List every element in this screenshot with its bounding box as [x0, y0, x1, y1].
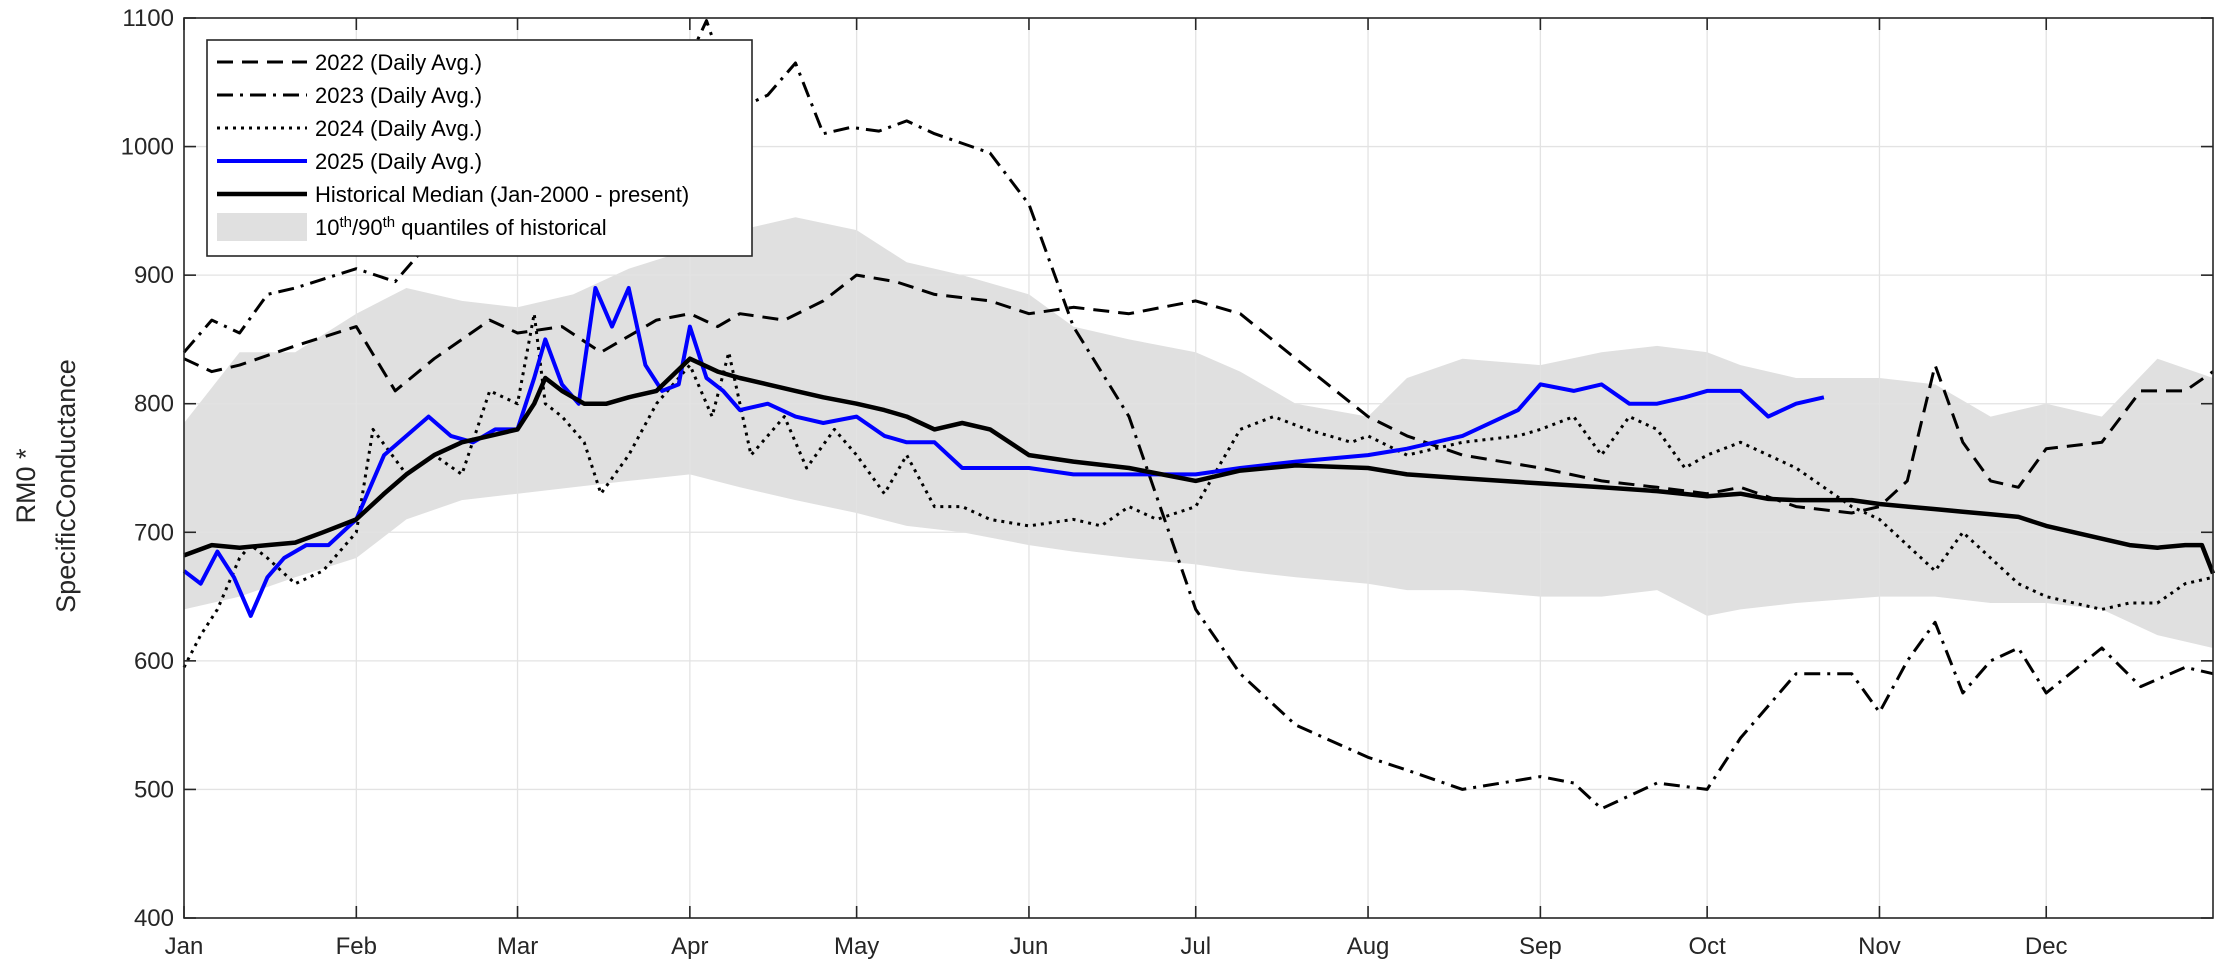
quantile-band-layer	[184, 217, 2213, 649]
quantile-band	[184, 217, 2213, 649]
legend-label-2023: 2023 (Daily Avg.)	[315, 83, 482, 108]
x-tick-label: Nov	[1858, 933, 1901, 960]
series-line-4	[183, 356, 2216, 575]
y-axis-label-line-1: RM0 *	[11, 448, 41, 524]
grid-layer	[183, 17, 2213, 919]
y-tick-label: 500	[134, 776, 174, 803]
y-tick-label: 600	[134, 648, 174, 675]
x-tick-label: Jul	[1180, 933, 1211, 960]
y-tick-label: 900	[134, 262, 174, 289]
legend-label-median: Historical Median (Jan-2000 - present)	[315, 182, 689, 207]
x-tick-label: Sep	[1519, 933, 1562, 960]
axes-frame	[183, 17, 2214, 919]
x-tick-label: Mar	[497, 933, 538, 960]
y-tick-label: 1100	[122, 5, 174, 32]
x-tick-label: Feb	[336, 933, 377, 960]
series-line-0	[183, 273, 2214, 515]
y-tick-label: 1000	[121, 134, 174, 161]
legend-label-2022: 2022 (Daily Avg.)	[315, 50, 482, 75]
x-tick-label: Dec	[2025, 933, 2068, 960]
y-tick-label: 700	[134, 519, 174, 546]
series-layer	[182, 19, 2216, 811]
y-tick-label: 800	[134, 391, 174, 418]
legend-label-2025: 2025 (Daily Avg.)	[315, 149, 482, 174]
legend-swatch-band	[217, 213, 307, 241]
legend-label-band: 10th/90th quantiles of historical	[315, 214, 607, 241]
x-tick-label: Apr	[671, 933, 708, 960]
x-tick-label: Jun	[1010, 933, 1049, 960]
x-tick-label: Aug	[1347, 933, 1390, 960]
axes-layer: 400 500 600 700 800 900 1000 1100 Jan Feb Mar Apr Ma…	[121, 5, 2214, 960]
y-tick-label: 400	[134, 905, 174, 932]
legend-label-2024: 2024 (Daily Avg.)	[315, 116, 482, 141]
x-tick-label: Jan	[165, 933, 204, 960]
legend: 2022 (Daily Avg.) 2023 (Daily Avg.) 2024 (…	[206, 39, 753, 257]
y-axis-label-line-2: SpecificConductance	[51, 359, 81, 613]
y-axis-label: RM0 * SpecificConductance	[11, 359, 81, 613]
series-line-2	[182, 312, 2214, 668]
x-tick-label: May	[834, 933, 879, 960]
x-tick-label: Oct	[1688, 933, 1726, 960]
series-line-3	[182, 286, 1825, 618]
